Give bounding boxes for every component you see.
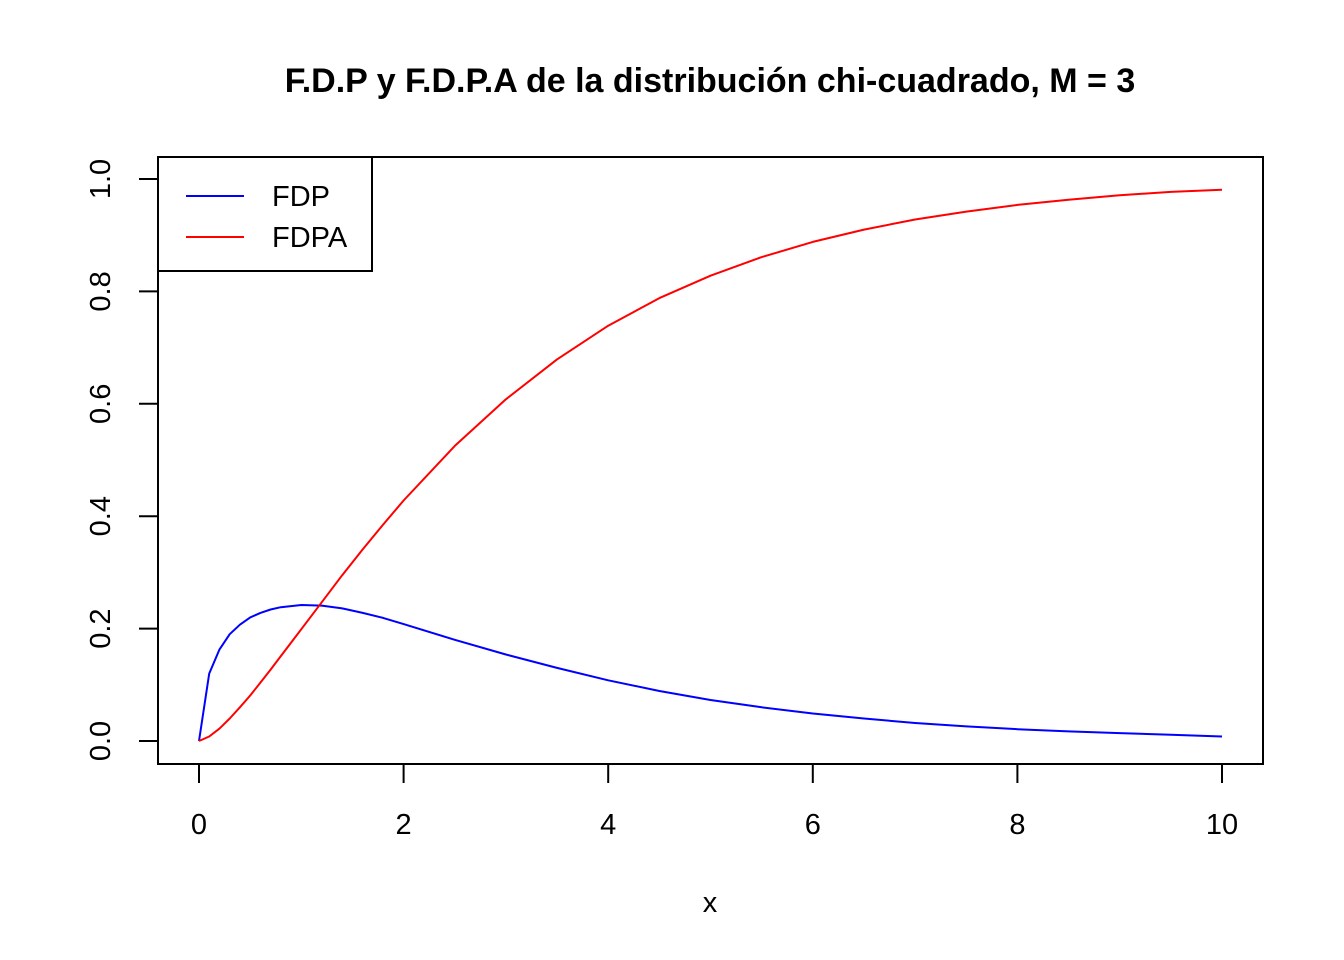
y-tick-label: 0.6 [85,384,117,424]
legend: FDP FDPA [157,156,373,272]
legend-box [157,156,373,272]
y-axis: 0.0 0.2 0.4 0.6 0.8 1.0 [85,159,159,761]
x-tick-label: 8 [1009,809,1025,841]
series-line-fdp [198,604,1223,742]
x-axis: 0 2 4 6 8 10 [191,763,1238,841]
series-line-fdpa [198,188,1223,742]
x-tick-label: 10 [1206,809,1238,841]
x-tick-label: 4 [600,809,616,841]
legend-label-fdpa: FDPA [272,222,348,254]
x-tick-label: 6 [805,809,821,841]
y-tick-label: 0.0 [85,721,117,761]
series-layer [198,188,1223,742]
y-tick-label: 1.0 [85,159,117,199]
y-tick-label: 0.2 [85,608,117,648]
x-axis-label: x [703,887,718,919]
chart-title: F.D.P y F.D.P.A de la distribución chi-c… [285,62,1136,100]
x-tick-label: 2 [396,809,412,841]
legend-items: FDP FDPA [186,181,348,254]
y-tick-label: 0.4 [85,496,117,536]
x-tick-label: 0 [191,809,207,841]
legend-label-fdp: FDP [272,181,330,213]
y-tick-label: 0.8 [85,271,117,311]
